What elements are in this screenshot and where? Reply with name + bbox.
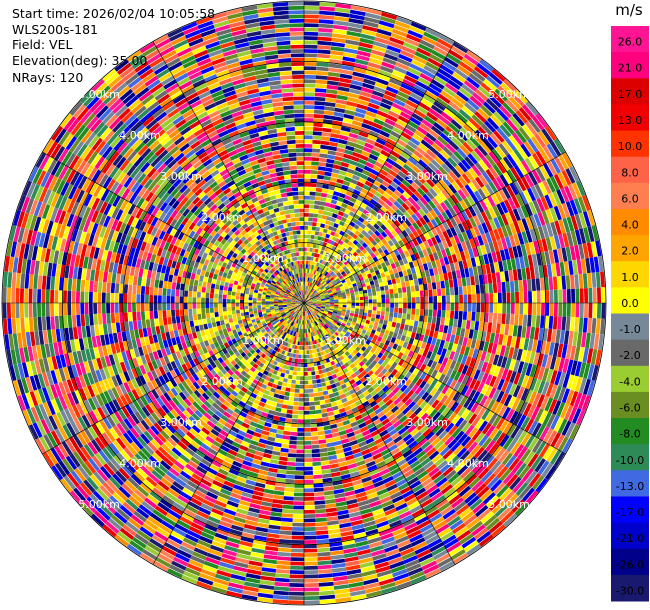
range-ring-labels: 1.00km 1.00km 1.00km 1.00km 2.00km 2.00km 2.00… [78, 88, 530, 511]
range-rings [1, 0, 607, 606]
field-label: Field: VEL [12, 37, 73, 52]
ring-label-4: 5.00km [488, 498, 530, 511]
colorbar-swatch-13 [611, 365, 649, 393]
azimuth-spoke-210 [42, 151, 305, 304]
gate-cells-3 [2, 5, 606, 601]
ring-label-1: 2.00km [365, 375, 407, 388]
ring-label-2: 3.00km [406, 416, 448, 429]
ring-label-1: 2.00km [365, 211, 407, 224]
nrays-label: NRays: 120 [12, 70, 84, 85]
colorbar-swatch-4 [611, 130, 649, 158]
colorbar-swatch-6 [611, 182, 649, 210]
colorbar-swatch-17 [611, 470, 649, 497]
colorbar-tick-2: 17.0 [618, 88, 643, 101]
colorbar-tick-5: 8.0 [621, 166, 639, 179]
colorbar-tick-15: -8.0 [619, 428, 640, 441]
ring-label-0: 1.00km [324, 334, 366, 347]
ring-label-0: 1.00km [242, 252, 284, 265]
colorbar-swatch-20 [611, 548, 649, 576]
colorbar-tick-9: 1.0 [621, 271, 639, 284]
colorbar-tick-0: 26.0 [618, 36, 643, 49]
azimuth-spoke-120 [152, 302, 305, 565]
colorbar-swatch-11 [611, 313, 649, 341]
colorbar-tick-8: 2.0 [621, 245, 639, 258]
ring-label-1: 2.00km [201, 375, 243, 388]
ring-label-2: 3.00km [160, 416, 202, 429]
ring-label-2: 3.00km [160, 170, 202, 183]
colorbar-swatch-15 [611, 418, 649, 445]
colorbar-tick-7: 4.0 [621, 219, 639, 232]
azimuth-spoke-30 [303, 302, 566, 455]
colorbar-tick-14: -6.0 [619, 402, 640, 415]
colorbar-tick-10: 0.0 [621, 297, 639, 310]
velocity-sweep [2, 1, 606, 605]
gate-cells-8 [13, 24, 587, 592]
colorbar-tick-3: 13.0 [618, 114, 643, 127]
ring-label-4: 5.00km [78, 498, 120, 511]
colorbar-tick-19: -21.0 [616, 532, 644, 545]
elevation-label: Elevation(deg): 35.00 [12, 53, 148, 68]
azimuth-spoke-300 [303, 41, 456, 304]
ring-label-1: 2.00km [201, 211, 243, 224]
instrument-label: WLS200s-181 [12, 22, 98, 37]
ring-label-2: 3.00km [406, 170, 448, 183]
colorbar-tick-20: -26.0 [616, 558, 644, 571]
colorbar-swatch-14 [611, 391, 649, 419]
colorbar-tick-1: 21.0 [618, 62, 643, 75]
colorbar-tick-6: 6.0 [621, 192, 639, 205]
colorbar-swatch-9 [611, 261, 649, 288]
colorbar-tick-17: -13.0 [616, 480, 644, 493]
colorbar-unit: m/s [615, 1, 643, 19]
colorbar-swatch-2 [611, 78, 649, 105]
colorbar-swatch-1 [611, 52, 649, 79]
colorbar-tick-11: -1.0 [619, 323, 640, 336]
colorbar-tick-16: -10.0 [616, 454, 644, 467]
ring-label-4: 5.00km [78, 88, 120, 101]
colorbar-swatch-7 [611, 209, 649, 236]
colorbar-swatch-12 [611, 339, 649, 367]
colorbar-tick-12: -2.0 [619, 349, 640, 362]
colorbar-swatch-21 [611, 574, 649, 602]
colorbar-tick-4: 10.0 [618, 140, 643, 153]
colorbar-tick-13: -4.0 [619, 375, 640, 388]
azimuth-spoke-330 [303, 151, 566, 304]
velocity-colorbar: m/s 26.0 21.0 17.0 13.0 10.0 8.0 6.0 4.0 2.0 1.0 0.… [611, 1, 649, 602]
ring-label-3: 4.00km [447, 129, 489, 142]
colorbar-swatch-16 [611, 444, 649, 471]
ring-label-3: 4.00km [447, 457, 489, 470]
colorbar-swatch-18 [611, 496, 649, 524]
azimuth-spoke-60 [303, 302, 456, 565]
ring-label-0: 1.00km [324, 252, 366, 265]
start-time-label: Start time: 2026/02/04 10:05:58 [12, 6, 216, 21]
ring-label-0: 1.00km [242, 334, 284, 347]
colorbar-swatch-8 [611, 235, 649, 262]
colorbar-swatch-5 [611, 156, 649, 184]
colorbar-swatch-0 [611, 26, 649, 53]
azimuth-spoke-240 [152, 41, 305, 304]
ring-label-3: 4.00km [119, 129, 161, 142]
colorbar-tick-18: -17.0 [616, 506, 644, 519]
ring-label-3: 4.00km [119, 457, 161, 470]
colorbar-swatch-19 [611, 522, 649, 550]
colorbar-swatch-10 [611, 287, 649, 314]
colorbar-tick-21: -30.0 [616, 585, 644, 598]
ring-label-4: 5.00km [488, 88, 530, 101]
azimuth-spoke-150 [42, 302, 305, 455]
gate-cells-11 [11, 5, 600, 597]
colorbar-swatch-3 [611, 104, 649, 131]
